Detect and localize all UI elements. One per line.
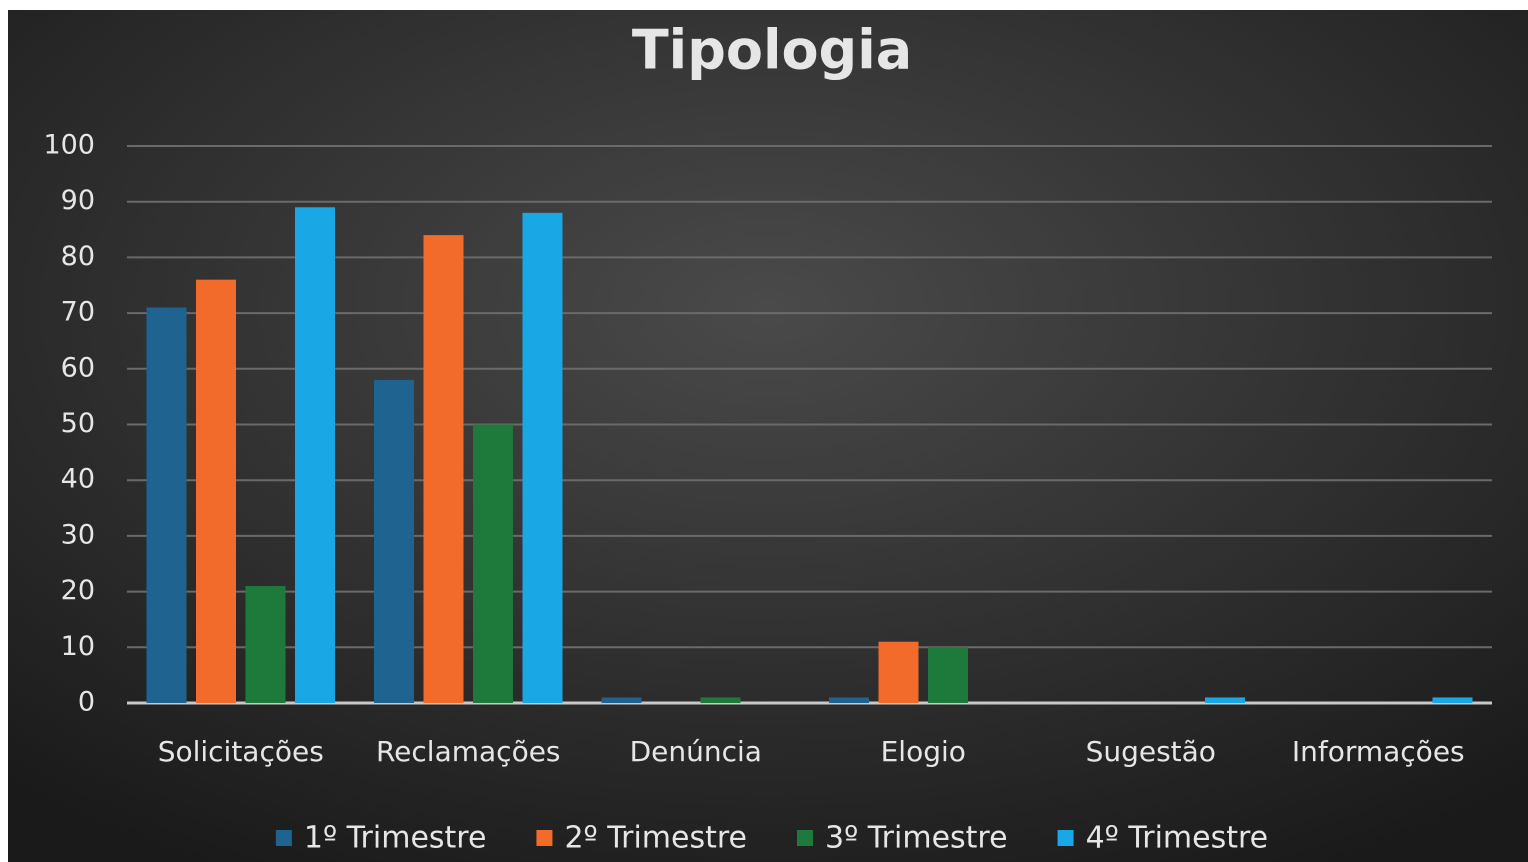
y-tick-label: 60 xyxy=(61,352,95,383)
legend-label: 2º Trimestre xyxy=(564,821,747,856)
x-tick-label: Informações xyxy=(1292,735,1465,768)
y-tick-label: 90 xyxy=(61,185,95,216)
y-tick-label: 50 xyxy=(61,408,95,439)
chart-background xyxy=(8,10,1528,862)
legend-swatch xyxy=(275,830,292,846)
bar xyxy=(700,697,741,703)
bar xyxy=(374,379,414,703)
bar xyxy=(1432,697,1473,703)
bar xyxy=(245,586,286,703)
y-tick-label: 20 xyxy=(61,575,95,606)
bar xyxy=(522,212,563,703)
bar xyxy=(196,279,236,703)
y-tick-label: 100 xyxy=(43,130,95,161)
bar xyxy=(1205,697,1245,703)
bar xyxy=(146,307,187,703)
y-tick-label: 0 xyxy=(78,687,95,718)
y-tick-label: 40 xyxy=(61,464,95,495)
legend-swatch xyxy=(797,830,813,846)
y-tick-label: 30 xyxy=(61,519,95,550)
legend-label: 1º Trimestre xyxy=(304,821,487,856)
bar xyxy=(423,235,464,703)
bar xyxy=(473,424,513,703)
bar xyxy=(295,207,335,703)
bar xyxy=(829,697,869,703)
bar xyxy=(601,697,642,703)
x-tick-label: Solicitações xyxy=(158,735,324,768)
y-tick-label: 10 xyxy=(61,631,95,662)
y-tick-label: 70 xyxy=(61,297,95,328)
legend-swatch xyxy=(536,830,553,846)
chart-title: Tipologia xyxy=(632,19,912,82)
x-tick-label: Denúncia xyxy=(630,735,762,768)
bar xyxy=(878,641,919,703)
x-tick-label: Sugestão xyxy=(1086,735,1216,768)
legend-label: 4º Trimestre xyxy=(1086,821,1269,856)
legend-swatch xyxy=(1057,830,1074,846)
bar xyxy=(928,647,968,703)
x-tick-label: Reclamações xyxy=(376,735,561,768)
y-tick-label: 80 xyxy=(61,241,95,272)
x-tick-label: Elogio xyxy=(881,735,966,768)
legend-label: 3º Trimestre xyxy=(825,821,1008,856)
